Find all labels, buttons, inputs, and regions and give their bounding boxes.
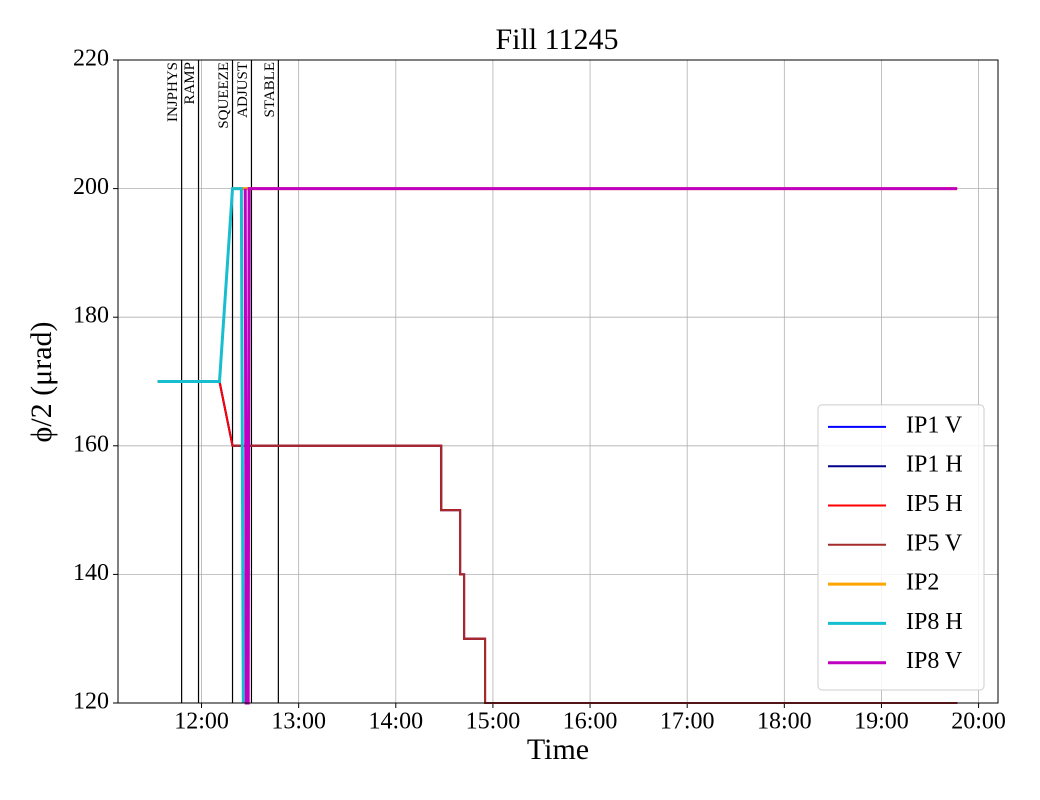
y-tick-label: 220 [73, 46, 109, 72]
x-tick-label: 14:00 [368, 709, 423, 735]
x-tick-label: 16:00 [563, 709, 618, 735]
x-tick-label: 12:00 [174, 709, 229, 735]
phase-label: SQUEEZE [216, 62, 232, 129]
phase-label: ADJUST [235, 62, 251, 118]
x-axis-label: Time [527, 733, 589, 766]
x-tick-label: 15:00 [466, 709, 521, 735]
y-tick-label: 120 [73, 689, 109, 715]
phase-label: STABLE [262, 62, 278, 117]
legend-label: IP8 H [906, 609, 963, 635]
x-tick-label: 20:00 [951, 709, 1006, 735]
x-tick-label: 18:00 [757, 709, 812, 735]
series-line [232, 444, 958, 704]
x-tick-label: 17:00 [660, 709, 715, 735]
series-line [157, 187, 245, 704]
legend-label: IP5 H [906, 491, 963, 517]
legend-label: IP2 [906, 570, 939, 596]
legend-label: IP1 H [906, 452, 963, 478]
phase-label: RAMP [182, 62, 198, 105]
x-tick-label: 13:00 [271, 709, 326, 735]
legend-label: IP1 V [906, 412, 963, 438]
y-tick-label: 200 [73, 174, 109, 200]
legend: IP1 V IP1 H IP5 H IP5 V IP2 IP8 H IP8 V [817, 404, 985, 691]
phase-label: INJPHYS [165, 62, 181, 122]
chart-title: Fill 11245 [495, 23, 618, 56]
legend-label: IP5 V [906, 530, 963, 556]
y-tick-label: 160 [73, 431, 109, 457]
plot-frame [117, 59, 999, 704]
y-tick-label: 180 [73, 303, 109, 329]
x-tick-label: 19:00 [854, 709, 909, 735]
legend-label: IP8 V [906, 648, 963, 674]
y-axis-label: ϕ/2 (μrad) [25, 322, 58, 443]
legend-box [817, 404, 985, 691]
y-tick-label: 140 [73, 560, 109, 586]
